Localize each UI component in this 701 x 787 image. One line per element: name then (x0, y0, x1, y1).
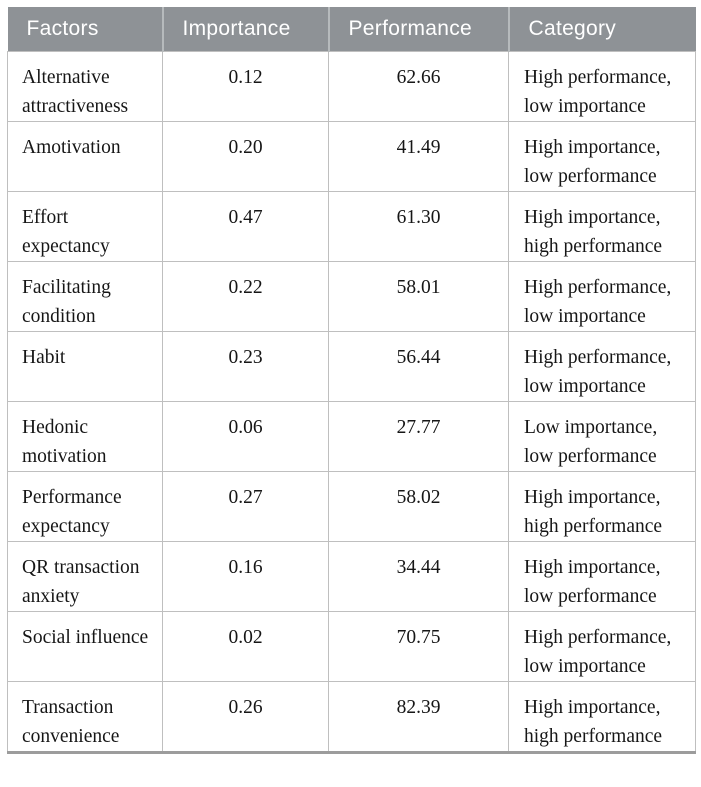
category-cell: High performance, low importance (508, 50, 696, 122)
performance-cell: 70.75 (328, 610, 509, 682)
column-header-importance: Importance (161, 7, 329, 51)
performance-cell: 62.66 (328, 50, 509, 122)
header-row: Factors Importance Performance Category (7, 7, 696, 51)
table-row: Effort expectancy 0.47 61.30 High importanc… (7, 190, 696, 262)
performance-cell: 58.02 (328, 470, 509, 542)
factor-cell: Habit (7, 330, 163, 402)
column-header-factors: Factors (7, 7, 163, 51)
importance-cell: 0.23 (162, 330, 329, 402)
category-cell: High importance, low performance (508, 540, 696, 612)
column-header-category: Category (507, 7, 696, 51)
table-row: Facilitating condition 0.22 58.01 High perf… (7, 260, 696, 332)
table-row: QR transaction anxiety 0.16 34.44 High impo… (7, 540, 696, 612)
importance-cell: 0.27 (162, 470, 329, 542)
category-cell: Low importance, low performance (508, 400, 696, 472)
importance-cell: 0.12 (162, 50, 329, 122)
category-cell: High importance, high performance (508, 680, 696, 753)
category-cell: High importance, high performance (508, 470, 696, 542)
performance-cell: 58.01 (328, 260, 509, 332)
ipma-results-table: Factors Importance Performance Category … (7, 7, 696, 754)
importance-cell: 0.22 (162, 260, 329, 332)
performance-cell: 34.44 (328, 540, 509, 612)
category-cell: High performance, low importance (508, 610, 696, 682)
factor-cell: Social influence (7, 610, 163, 682)
table-row: Hedonic motivation 0.06 27.77 Low importanc… (7, 400, 696, 472)
table-row: Transaction convenience 0.26 82.39 High imp… (7, 680, 696, 753)
factor-cell: Amotivation (7, 120, 163, 192)
factor-cell: Alternative attractiveness (7, 50, 163, 122)
table-row: Social influence 0.02 70.75 High performanc… (7, 610, 696, 682)
factor-cell: Effort expectancy (7, 190, 163, 262)
factor-cell: Facilitating condition (7, 260, 163, 332)
table-row: Alternative attractiveness 0.12 62.66 High … (7, 50, 696, 122)
table-row: Performance expectancy 0.27 58.02 High impo… (7, 470, 696, 542)
importance-cell: 0.02 (162, 610, 329, 682)
importance-cell: 0.26 (162, 680, 329, 753)
factor-cell: QR transaction anxiety (7, 540, 163, 612)
table-row: Habit 0.23 56.44 High performance, low impo… (7, 330, 696, 402)
performance-cell: 82.39 (328, 680, 509, 753)
factor-cell: Performance expectancy (7, 470, 163, 542)
category-cell: High importance, high performance (508, 190, 696, 262)
table-body: Alternative attractiveness 0.12 62.66 High … (7, 50, 696, 753)
importance-cell: 0.16 (162, 540, 329, 612)
importance-cell: 0.20 (162, 120, 329, 192)
category-cell: High performance, low importance (508, 330, 696, 402)
performance-cell: 27.77 (328, 400, 509, 472)
factor-cell: Transaction convenience (7, 680, 163, 753)
importance-cell: 0.06 (162, 400, 329, 472)
table-row: Amotivation 0.20 41.49 High importance, low… (7, 120, 696, 192)
performance-cell: 61.30 (328, 190, 509, 262)
category-cell: High importance, low performance (508, 120, 696, 192)
factor-cell: Hedonic motivation (7, 400, 163, 472)
table-header: Factors Importance Performance Category (7, 7, 696, 51)
importance-cell: 0.47 (162, 190, 329, 262)
column-header-performance: Performance (327, 7, 509, 51)
category-cell: High performance, low importance (508, 260, 696, 332)
performance-cell: 56.44 (328, 330, 509, 402)
performance-cell: 41.49 (328, 120, 509, 192)
